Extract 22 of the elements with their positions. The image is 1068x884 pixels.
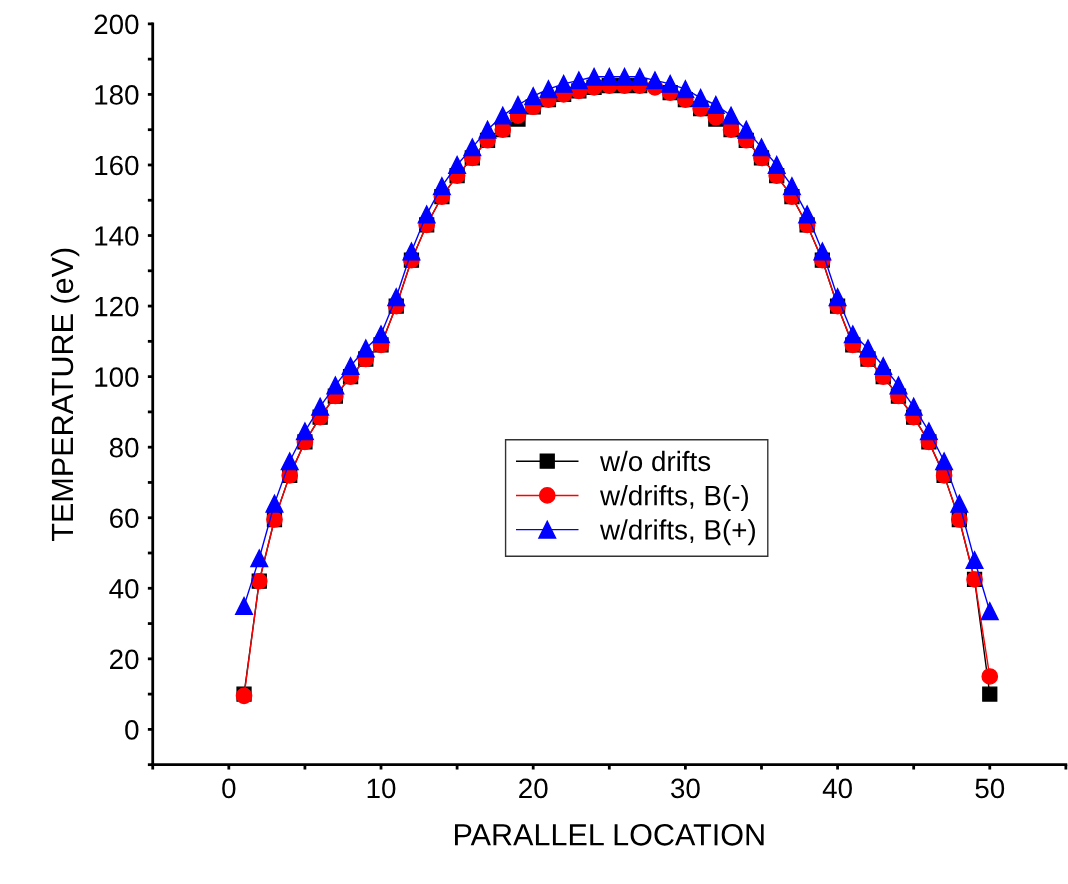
y-tick-label: 80	[109, 437, 139, 458]
x-axis-title: PARALLEL LOCATION	[455, 824, 764, 846]
x-tick-label: 20	[519, 778, 548, 799]
y-tick-label: 180	[95, 85, 139, 105]
y-tick-label: 140	[95, 226, 139, 246]
legend-label: w/drifts, B(+)	[599, 519, 755, 546]
y-tick-label: 200	[94, 14, 139, 35]
y-tick-label: 120	[95, 296, 139, 317]
y-tick-label: 0	[125, 720, 139, 740]
x-tick-label: 40	[822, 778, 852, 799]
x-tick-label: 30	[671, 778, 700, 799]
legend-label: w/drifts, B(-)	[599, 485, 748, 511]
x-tick-label: 10	[367, 778, 396, 799]
y-tick-label: 160	[95, 155, 139, 176]
y-tick-label: 100	[95, 367, 139, 387]
x-tick-label: 50	[975, 778, 1005, 799]
y-tick-label: 20	[110, 649, 139, 670]
legend-label: w/o drifts	[599, 450, 711, 472]
y-axis-title: TEMPERATURE (eV)	[50, 248, 80, 541]
x-tick-label: 0	[222, 778, 236, 799]
y-tick-label: 60	[110, 508, 139, 529]
y-tick-label: 40	[109, 578, 139, 599]
